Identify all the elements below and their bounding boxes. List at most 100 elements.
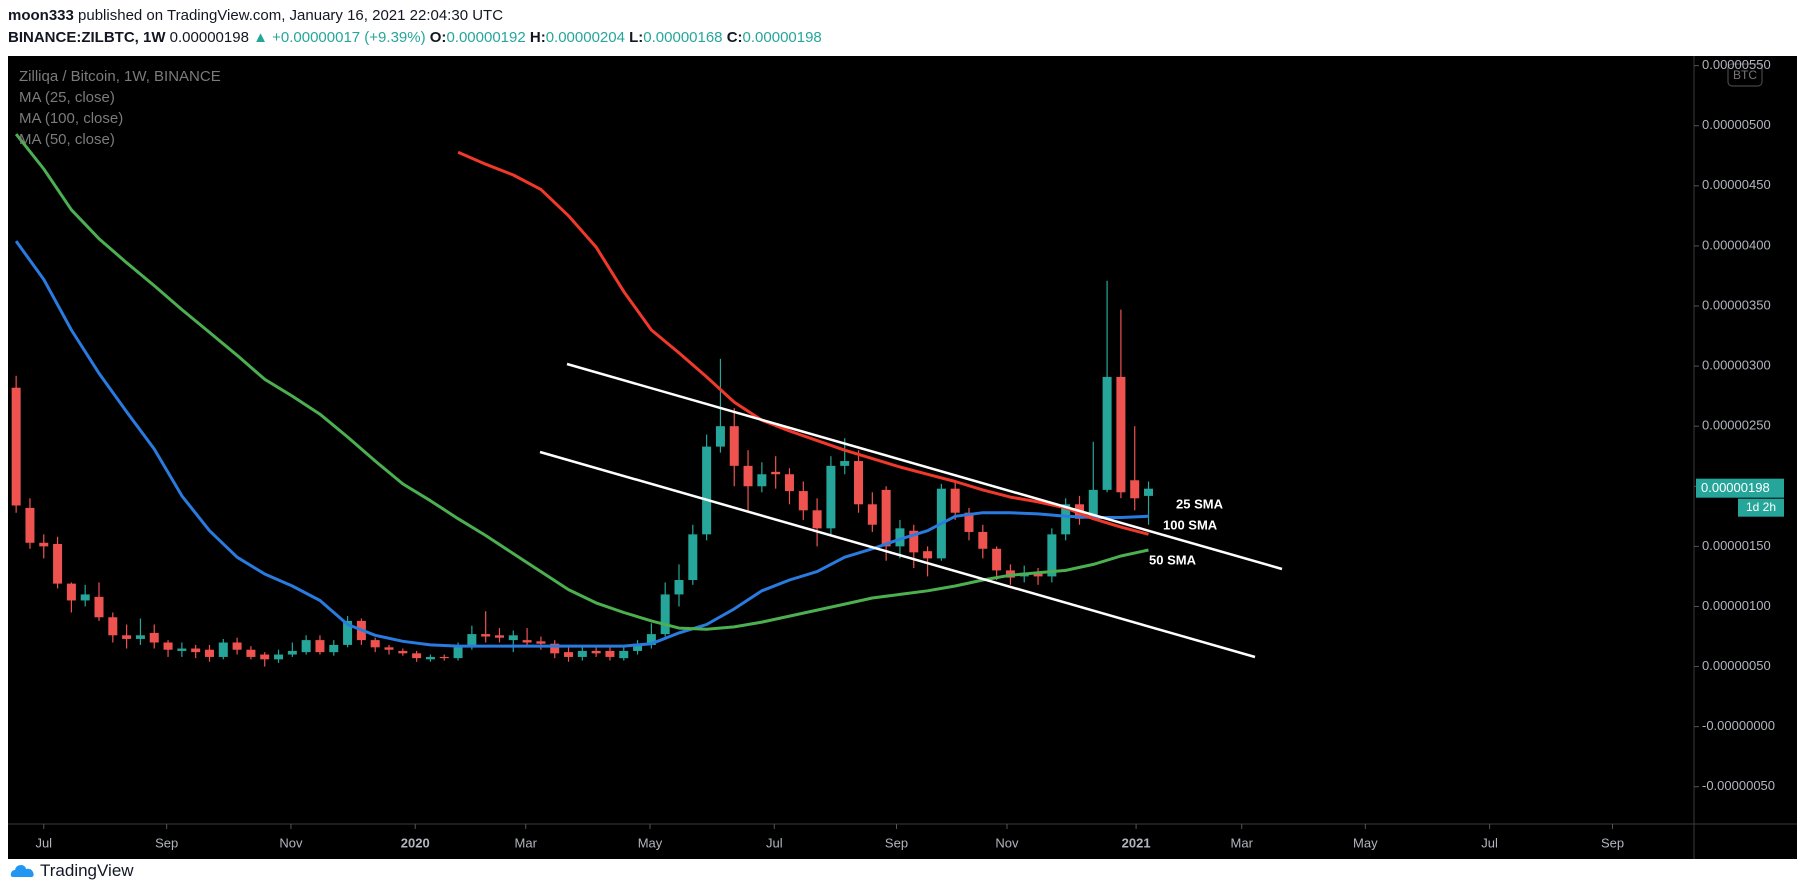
candle-body (1088, 489, 1098, 517)
x-tick-label: Nov (279, 835, 303, 850)
published: published on TradingView.com, January 16… (78, 7, 504, 24)
candle-body (1144, 488, 1154, 496)
candle-body (439, 656, 449, 659)
currency-label[interactable]: BTC (1733, 68, 1757, 82)
candle-body (564, 652, 574, 657)
candle-body (702, 446, 712, 535)
moving-average (14, 133, 1149, 631)
candle-body (1130, 480, 1140, 499)
x-tick-label: Sep (155, 835, 178, 850)
moving-average (14, 240, 1149, 648)
candle-body (550, 643, 560, 654)
candle-body (577, 650, 587, 657)
candle-body (881, 489, 891, 547)
candle-body (260, 654, 270, 660)
chart-background (8, 56, 1797, 859)
symbol-line: BINANCE:ZILBTC, 1W 0.00000198 ▲ +0.00000… (8, 29, 822, 46)
annotation: 50 SMA (1149, 552, 1197, 567)
candle-body (425, 656, 435, 660)
y-tick-label: 0.00000450 (1702, 177, 1771, 192)
candle-body (536, 641, 546, 644)
candle-body (1102, 376, 1112, 490)
moving-average (457, 150, 1149, 536)
candle-body (25, 507, 35, 543)
candle-body (909, 530, 919, 553)
legend-entry: MA (25, close) (19, 89, 115, 106)
candle-body (757, 474, 767, 487)
x-tick-label: May (638, 835, 663, 850)
x-tick-label: Jul (35, 835, 52, 850)
x-tick-label: 2020 (401, 835, 430, 850)
candle-body (660, 594, 670, 635)
chart-title: Zilliqa / Bitcoin, 1W, BINANCE (19, 68, 221, 85)
candle-body (729, 426, 739, 466)
candle-body (1047, 534, 1057, 577)
candle-body (343, 620, 353, 645)
candle-body (481, 634, 491, 637)
candle-body (232, 642, 242, 650)
countdown-label: 1d 2h (1746, 500, 1776, 514)
candle-body (287, 650, 297, 655)
candle-body (329, 644, 339, 653)
candle-body (122, 635, 132, 639)
last: 0.00000198 (169, 29, 249, 46)
y-tick-label: 0.00000150 (1702, 538, 1771, 553)
candle-body (950, 488, 960, 513)
candle-body (688, 534, 698, 581)
x-tick-label: May (1353, 835, 1378, 850)
author: moon333 (8, 7, 74, 24)
candle-body (11, 387, 21, 506)
trend-line (539, 450, 1256, 659)
candle-body (204, 649, 214, 657)
change: +0.00000017 (+9.39%) (272, 29, 426, 46)
y-tick-label: -0.00000000 (1702, 718, 1775, 733)
logo (10, 865, 34, 877)
candle-body (108, 617, 118, 636)
candle-body (646, 634, 656, 645)
candle-body (840, 461, 850, 466)
ohlc-value: 0.00000204 (545, 29, 625, 46)
candle-body (246, 649, 256, 657)
last-price-box (1696, 478, 1784, 498)
y-tick-label: 0.00000550 (1702, 57, 1771, 72)
candle-body (1061, 504, 1071, 535)
candle-body (522, 640, 532, 643)
x-tick-label: Sep (1601, 835, 1624, 850)
candle-body (384, 647, 394, 650)
candle-body (992, 548, 1002, 571)
candle-body (453, 647, 463, 659)
candle-body (80, 594, 90, 601)
candle-body (619, 650, 629, 659)
y-tick-label: 0.00000400 (1702, 237, 1771, 252)
candle-body (923, 551, 933, 559)
candle-body (771, 471, 781, 475)
ohlc-key: O: (429, 29, 447, 46)
annotation: 25 SMA (1176, 496, 1224, 511)
candle-body (218, 642, 228, 657)
arrow: ▲ (253, 29, 268, 46)
legend-entry: MA (100, close) (19, 110, 123, 127)
ohlc-value: 0.00000192 (446, 29, 526, 46)
candle-body (633, 643, 643, 651)
candle-body (494, 635, 504, 638)
footer: TradingView (10, 861, 134, 881)
candle-body (895, 528, 905, 547)
candle-body (854, 461, 864, 505)
x-tick-label: Sep (885, 835, 908, 850)
countdown-box (1738, 498, 1784, 517)
symbol: BINANCE:ZILBTC, 1W (8, 29, 166, 46)
candle-body (191, 648, 201, 653)
candle-body (1116, 376, 1126, 493)
publish-line: moon333 published on TradingView.com, Ja… (8, 7, 503, 24)
candle-body (370, 640, 380, 648)
y-tick-label: 0.00000500 (1702, 117, 1771, 132)
candle-body (149, 632, 159, 643)
x-tick-label: Mar (515, 835, 538, 850)
x-tick-label: Jul (1481, 835, 1498, 850)
currency-button[interactable] (1727, 63, 1763, 87)
y-tick-label: 0.00000350 (1702, 297, 1771, 312)
candle-body (743, 465, 753, 487)
candle-body (812, 510, 822, 529)
